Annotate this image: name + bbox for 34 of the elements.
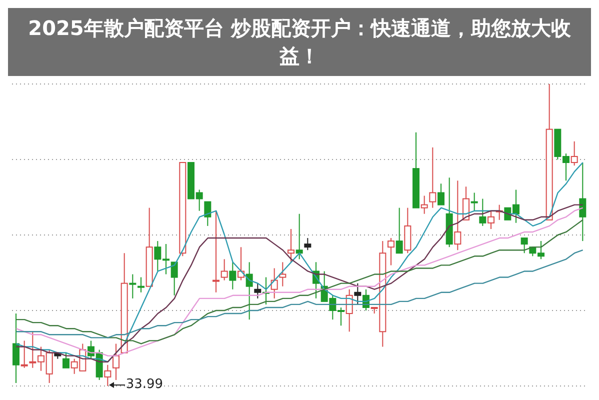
- candlestick: [212, 210, 220, 293]
- candlestick: [129, 274, 136, 299]
- candlestick: [288, 228, 294, 263]
- candlestick: [470, 192, 478, 212]
- candlestick: [270, 268, 278, 299]
- candlestick: [12, 313, 20, 384]
- candlestick: [112, 343, 120, 380]
- chart-title: 2025年散户配资平台 炒股配资开户：快速通道，助您放大收益！: [8, 8, 591, 76]
- candlestick: [304, 238, 312, 251]
- candlestick: [220, 258, 228, 281]
- candlestick: [420, 195, 428, 214]
- candlestick: [479, 198, 486, 226]
- candlestick: [170, 262, 178, 296]
- annotation: 33.99: [126, 377, 164, 392]
- candlestick: [488, 210, 494, 230]
- candlestick: [238, 246, 244, 281]
- candlestick: [229, 262, 236, 290]
- candlestick: [520, 238, 528, 254]
- candlestick: [20, 340, 28, 368]
- candlestick: [354, 282, 362, 305]
- candlestick: [570, 140, 578, 166]
- candlestick: [579, 162, 586, 242]
- candlestick: [62, 352, 70, 368]
- candlestick: [279, 262, 286, 287]
- candlestick: [396, 207, 403, 254]
- candlestick: [296, 213, 303, 260]
- candlestick: [438, 183, 444, 206]
- candlestick: [104, 364, 112, 386]
- candlestick: [388, 238, 394, 266]
- candlestick: [138, 276, 144, 293]
- candlestick: [254, 282, 262, 299]
- candlestick: [204, 201, 212, 226]
- candlestick: [429, 146, 436, 208]
- candlestick: [454, 180, 462, 251]
